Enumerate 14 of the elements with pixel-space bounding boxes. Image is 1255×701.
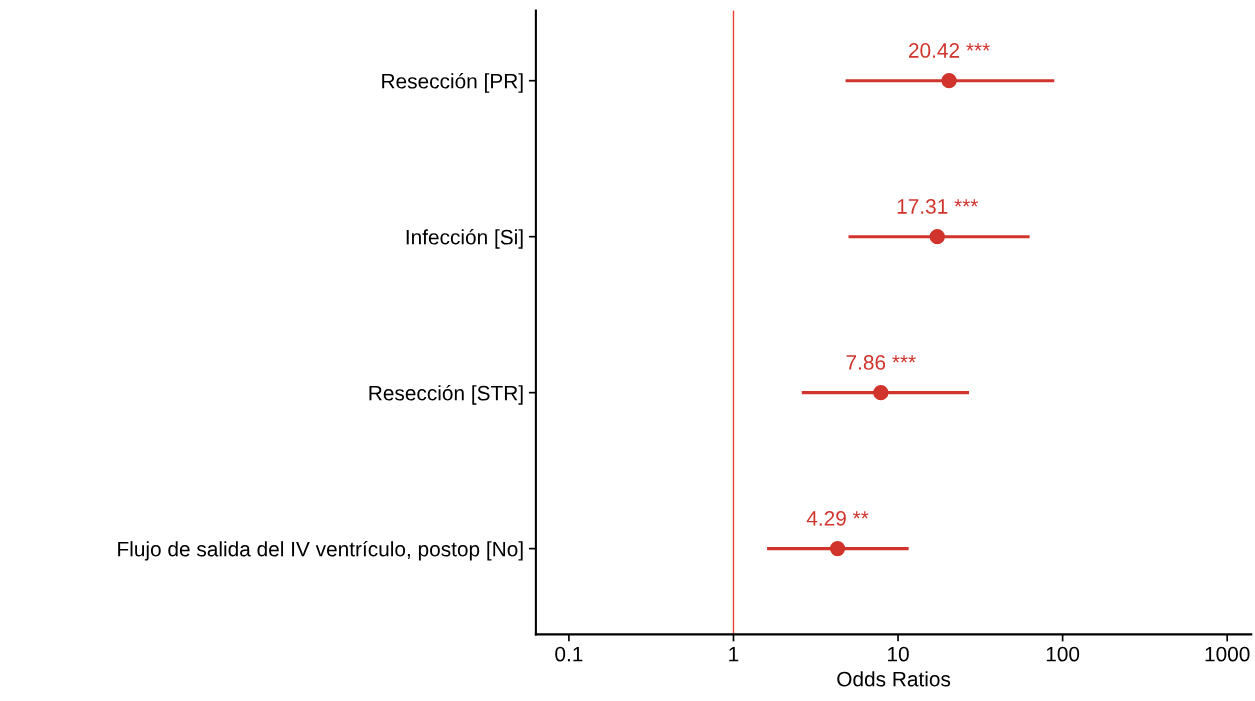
y-tick-label: Infección [Si]	[406, 229, 523, 249]
x-tick-label: 0.1	[555, 646, 583, 662]
y-tick-label: Resección [STR]	[369, 384, 523, 405]
x-axis-title: Odds Ratios	[837, 671, 951, 687]
x-tick-label: 100	[1046, 646, 1080, 662]
x-tick-label: 1000	[1205, 646, 1250, 662]
data-label: 4.29 **	[806, 511, 869, 526]
y-tick-label: Resección [PR]	[382, 73, 523, 93]
x-tick-label: 10	[888, 646, 909, 662]
x-tick-label: 1	[729, 646, 739, 662]
data-label: 17.31 ***	[897, 199, 979, 214]
data-label: 20.42 ***	[909, 43, 990, 58]
y-tick-label: Flujo de salida del IV ventrículo, postop [No]	[118, 540, 523, 561]
data-label: 7.86 ***	[846, 355, 916, 370]
